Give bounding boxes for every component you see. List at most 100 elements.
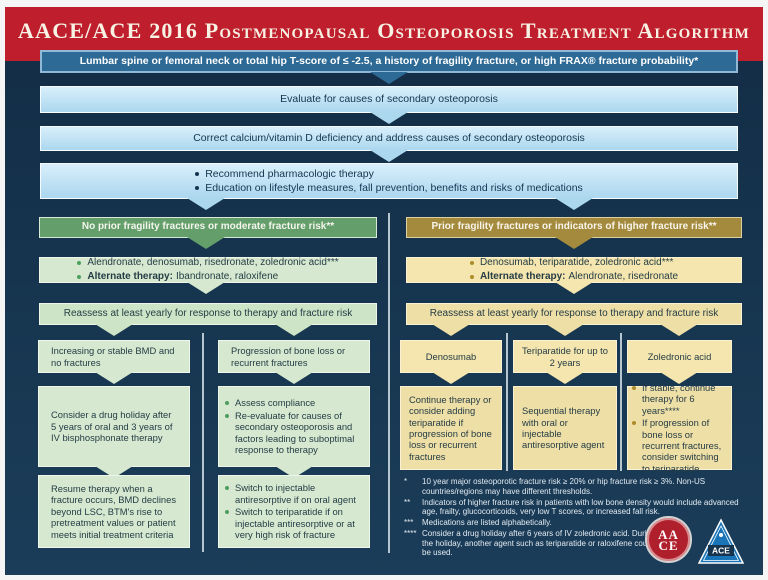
bullet-text: Switch to teriparatide if on injectable …	[235, 506, 355, 541]
alternate-therapy-drugs: Ibandronate, raloxifene	[175, 270, 279, 282]
bullet-text: If progression of bone loss or recurrent…	[642, 417, 722, 474]
alternate-therapy-label: Alternate therapy:	[87, 270, 173, 282]
flow-arrow-down	[660, 372, 698, 384]
sequential-therapy-box: Sequential therapy with oral or injectab…	[513, 386, 617, 470]
footnote-marker: *	[404, 477, 408, 486]
bullet-dot	[632, 385, 636, 390]
bullet-text: If stable, continue therapy for 6 years*…	[642, 381, 716, 416]
bullet-dot	[225, 413, 229, 418]
left-reassess-text: Reassess at least yearly for response to…	[63, 307, 353, 319]
bullet-text: Recommend pharmacologic therapy	[205, 167, 374, 180]
bullet-dot	[469, 261, 474, 266]
denosumab-box: Denosumab	[400, 340, 502, 373]
progression-condition-text: Progression of bone loss or recurrent fr…	[231, 345, 346, 368]
right-branch-header-text: Prior fragility fractures or indicators …	[431, 221, 717, 233]
zoledronic-followup-box: If stable, continue therapy for 6 years*…	[627, 382, 732, 474]
flow-arrow-down	[187, 282, 225, 294]
left-branch-header-text: No prior fragility fractures or moderate…	[81, 221, 335, 233]
assess-compliance-box: Assess compliance Re-evaluate for causes…	[218, 386, 370, 467]
page-title: AACE/ACE 2016 Postmenopausal Osteoporosi…	[18, 18, 750, 43]
stable-bmd-condition-box: Increasing or stable BMD and no fracture…	[38, 340, 190, 373]
medication-list: Denosumab, teriparatide, zoledronic acid…	[479, 257, 674, 269]
footnote: * 10 year major osteoporotic fracture ri…	[400, 477, 750, 497]
progression-condition-box: Progression of bone loss or recurrent fr…	[218, 340, 370, 373]
drug-holiday-text: Consider a drug holiday after 5 years of…	[51, 409, 173, 444]
flow-arrow-down	[546, 324, 584, 336]
column-divider	[620, 333, 622, 471]
resume-therapy-box: Resume therapy when a fracture occurs, B…	[38, 475, 190, 548]
switch-therapy-box: Switch to injectable antiresorptive if o…	[218, 475, 370, 548]
denosumab-label: Denosumab	[425, 350, 477, 362]
footnote-marker: ****	[404, 528, 417, 538]
entry-criteria-box: Lumbar spine or femoral neck or total hi…	[40, 50, 738, 73]
flow-arrow-down	[546, 372, 584, 384]
bullet-dot	[225, 401, 229, 406]
footnote-text: Consider a drug holiday after 6 years of…	[422, 528, 656, 558]
aace-logo-text-top: AA	[658, 526, 679, 542]
flow-arrow-down	[187, 198, 225, 210]
bullet-dot	[77, 274, 82, 279]
flow-arrow-down	[555, 198, 593, 210]
pharmacologic-therapy-box: Recommend pharmacologic therapy Educatio…	[40, 163, 738, 199]
stable-bmd-condition-text: Increasing or stable BMD and no fracture…	[51, 345, 175, 368]
flow-arrow-down	[370, 150, 408, 162]
correct-deficiency-text: Correct calcium/vitamin D deficiency and…	[193, 132, 585, 145]
alternate-therapy-label: Alternate therapy:	[479, 270, 566, 282]
bullet-dot	[469, 274, 474, 279]
footnote-marker: **	[404, 497, 411, 507]
footnote-marker: ***	[404, 518, 414, 527]
footnote-text: 10 year major osteoporotic fracture risk…	[422, 477, 706, 496]
entry-criteria-text: Lumbar spine or femoral neck or total hi…	[79, 55, 699, 68]
flow-arrow-down	[432, 372, 470, 384]
column-divider	[202, 333, 204, 552]
flow-arrow-down	[187, 237, 225, 249]
footnote-text: Indicators of higher fracture risk in pa…	[422, 497, 739, 517]
bullet-dot	[225, 510, 229, 515]
right-branch-header: Prior fragility fractures or indicators …	[406, 217, 742, 238]
flow-arrow-down	[275, 372, 313, 384]
flow-arrow-down	[370, 72, 408, 84]
bullet-dot	[195, 171, 200, 176]
footnotes-block: * 10 year major osteoporotic fracture ri…	[400, 477, 750, 559]
sequential-therapy-text: Sequential therapy with oral or injectab…	[522, 405, 605, 451]
footnote: *** Medications are listed alphabeticall…	[400, 518, 750, 528]
flow-arrow-down	[555, 237, 593, 249]
teriparatide-label: Teriparatide for up to 2 years	[522, 345, 608, 368]
flow-arrow-down	[370, 112, 408, 124]
footnote-text: Medications are listed alphabetically.	[422, 518, 552, 527]
bullet-dot	[632, 421, 636, 426]
ace-label-plate	[708, 545, 734, 556]
left-branch-header: No prior fragility fractures or moderate…	[39, 217, 377, 238]
bullet-dot	[77, 261, 82, 266]
zoledronic-acid-box: Zoledronic acid	[627, 340, 732, 373]
branch-divider	[388, 213, 390, 553]
ace-logo: ACE	[697, 518, 745, 564]
correct-deficiency-box: Correct calcium/vitamin D deficiency and…	[40, 126, 738, 151]
ace-inner-triangle-icon	[702, 525, 740, 561]
alternate-therapy-line: Alternate therapy: Ibandronate, raloxifen…	[87, 271, 278, 283]
continue-therapy-text: Continue therapy or consider adding teri…	[409, 393, 492, 462]
flow-arrow-down	[660, 324, 698, 336]
footnote: **** Consider a drug holiday after 6 yea…	[400, 529, 750, 558]
left-reassess-box: Reassess at least yearly for response to…	[39, 303, 377, 325]
right-reassess-box: Reassess at least yearly for response to…	[406, 303, 742, 325]
alternate-therapy-line: Alternate therapy: Alendronate, risedrona…	[480, 271, 678, 283]
alternate-therapy-drugs: Alendronate, risedronate	[568, 270, 679, 282]
teriparatide-box: Teriparatide for up to 2 years	[513, 340, 617, 373]
flow-arrow-down	[95, 372, 133, 384]
bullet-text: Assess compliance	[235, 397, 316, 409]
left-medications-box: Alendronate, denosumab, risedronate, zol…	[39, 257, 377, 283]
ace-logo-label: ACE	[712, 546, 730, 556]
aace-logo: AA CE	[645, 516, 692, 563]
drug-holiday-box: Consider a drug holiday after 5 years of…	[38, 386, 190, 467]
evaluate-secondary-text: Evaluate for causes of secondary osteopo…	[280, 93, 498, 106]
bullet-text: Switch to injectable antiresorptive if o…	[235, 482, 356, 505]
resume-therapy-text: Resume therapy when a fracture occurs, B…	[51, 482, 177, 540]
ace-emblem-icon	[719, 533, 723, 537]
aace-logo-text-bottom: CE	[658, 537, 679, 553]
right-medications-box: Denosumab, teriparatide, zoledronic acid…	[406, 257, 742, 283]
flow-arrow-down	[275, 324, 313, 336]
medication-list: Alendronate, denosumab, risedronate, zol…	[87, 257, 339, 269]
flow-arrow-down	[95, 324, 133, 336]
flow-arrow-down	[555, 282, 593, 294]
